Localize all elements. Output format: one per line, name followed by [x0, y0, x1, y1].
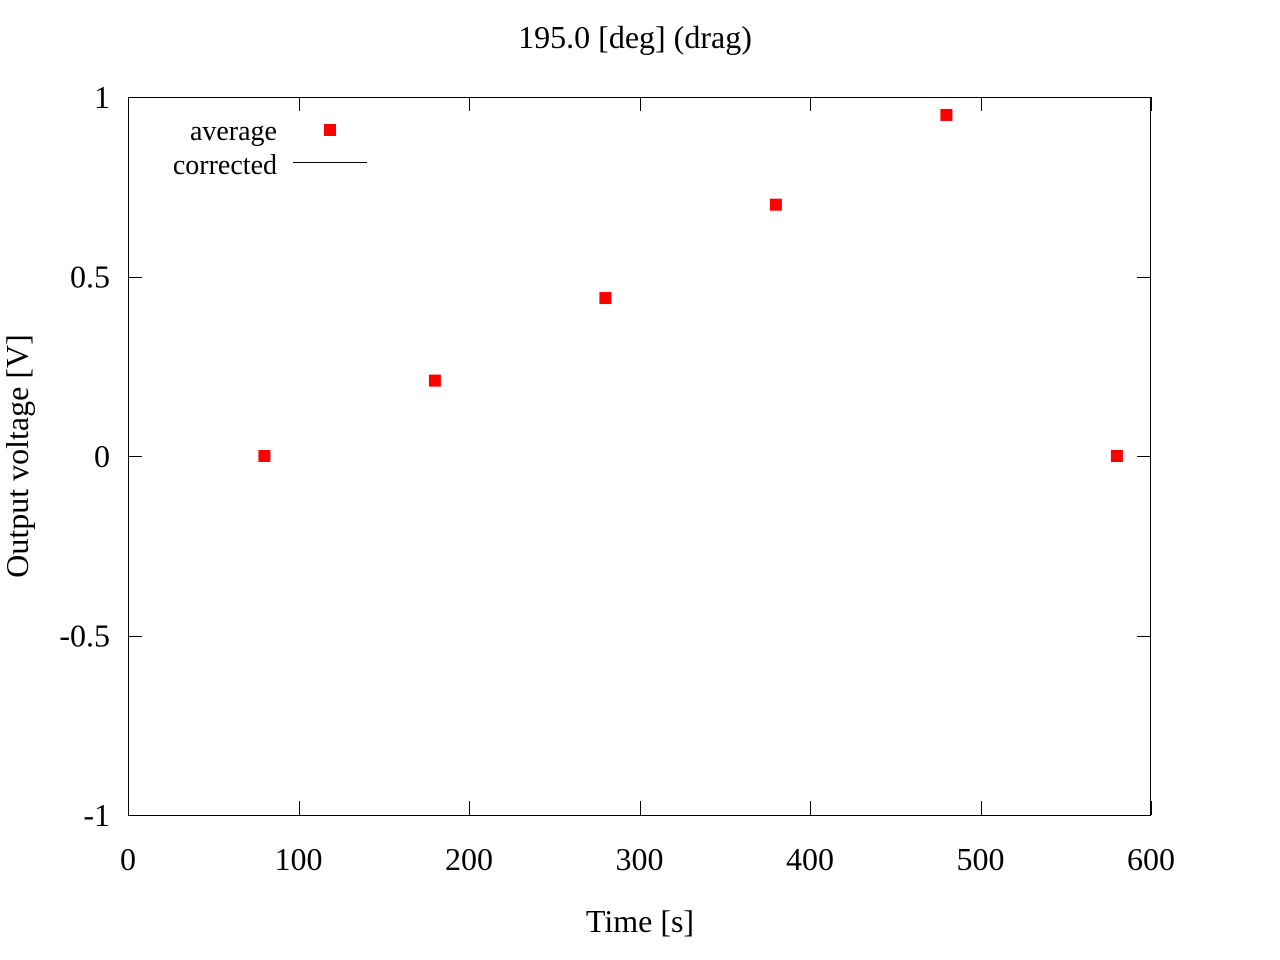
legend-label: corrected: [173, 150, 277, 181]
plot-frame: [128, 97, 1151, 816]
x-tick-label: 300: [616, 841, 664, 877]
series-markers: [258, 108, 1123, 462]
y-tick-label: -1: [83, 797, 110, 833]
x-tick-label: 600: [1127, 841, 1175, 877]
y-tick-label: -0.5: [59, 618, 110, 654]
x-axis-label: Time [s]: [586, 903, 694, 939]
x-tick-label: 100: [275, 841, 323, 877]
y-tick-label: 0: [94, 438, 110, 474]
y-axis-label: Output voltage [V]: [0, 334, 35, 578]
x-tick-label: 0: [120, 841, 136, 877]
data-point: [599, 292, 612, 305]
data-point: [940, 108, 953, 121]
y-tick-label: 1: [94, 79, 110, 115]
x-tick-label: 200: [445, 841, 493, 877]
data-point: [1110, 450, 1123, 462]
y-ticks: -1 -0.5 0 0.5 1: [59, 79, 1151, 833]
data-point: [769, 198, 782, 211]
legend-label: average: [190, 116, 277, 147]
y-tick-label: 0.5: [70, 259, 110, 295]
chart-title: 195.0 [deg] (drag): [518, 19, 752, 55]
legend-marker: [324, 124, 336, 136]
x-tick-label: 500: [957, 841, 1005, 877]
data-point: [258, 450, 271, 462]
x-ticks: 0 100 200 300 400 500 600: [120, 97, 1175, 877]
data-point: [428, 374, 441, 387]
x-tick-label: 400: [786, 841, 834, 877]
